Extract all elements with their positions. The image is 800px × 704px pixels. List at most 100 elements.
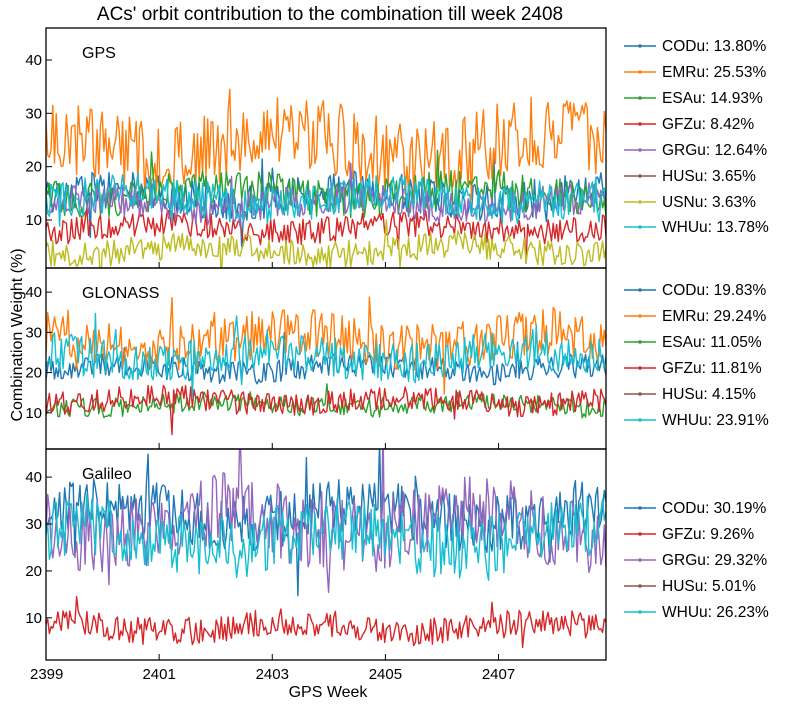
legend-label: WHUu: 13.78% [662,219,769,236]
y-tick-label: 30 [25,516,42,533]
y-tick-label: 10 [25,610,42,627]
legend-label: CODu: 30.19% [662,500,766,517]
legend-label: GFZu: 9.26% [662,526,754,543]
legend-item-grgu: GRGu: 12.64% [624,142,767,159]
legend-marker [638,122,642,126]
legend-item-codu: CODu: 19.83% [624,282,766,299]
legend-marker [638,506,642,510]
legend-item-usnu: USNu: 3.63% [624,194,756,211]
series-line-whuu [46,493,606,581]
panels: 10 20 30 40 GPS CODu: 13.80% EMRu: 25.53% ESAu:… [25,27,769,683]
legend-label: USNu: 3.63% [662,194,756,211]
legend-label: EMRu: 25.53% [662,64,766,81]
panel-label: Galileo [82,466,132,483]
legend-marker [638,70,642,74]
y-tick-label: 10 [25,405,42,422]
legend-label: HUSu: 4.15% [662,386,756,403]
legend: CODu: 13.80% EMRu: 25.53% ESAu: 14.93% GFZu… [624,38,769,236]
y-tick-label: 20 [25,159,42,176]
series-line-whuu [46,312,606,400]
legend-marker [638,200,642,204]
legend-item-gfzu: GFZu: 11.81% [624,360,762,377]
legend-marker [638,610,642,614]
series-line-gfzu [46,596,606,649]
y-tick-label: 20 [25,563,42,580]
legend-item-whuu: WHUu: 26.23% [624,604,769,621]
series-line-esau [46,383,606,419]
legend-marker [638,392,642,396]
x-tick-label: 2403 [256,666,289,683]
legend-marker [638,366,642,370]
legend-marker [638,340,642,344]
y-tick-label: 40 [25,284,42,301]
legend-item-emru: EMRu: 25.53% [624,64,766,81]
legend-item-codu: CODu: 13.80% [624,38,766,55]
series-line-emru [46,88,606,201]
legend-marker [638,532,642,536]
y-tick-label: 30 [25,324,42,341]
legend-label: GFZu: 8.42% [662,116,754,133]
legend-item-husu: HUSu: 3.65% [624,168,756,185]
series-line-usnu [46,219,606,268]
legend-item-emru: EMRu: 29.24% [624,308,766,325]
series-line-gfzu [46,384,606,436]
y-tick-label: 10 [25,212,42,229]
legend-marker [638,174,642,178]
legend-label: CODu: 19.83% [662,282,766,299]
legend-label: ESAu: 11.05% [662,334,762,351]
series-line-emru [46,296,606,395]
x-axis-label: GPS Week [289,684,369,701]
legend-item-gfzu: GFZu: 8.42% [624,116,754,133]
legend-item-grgu: GRGu: 29.32% [624,552,767,569]
series-lines [46,88,606,268]
legend-item-whuu: WHUu: 23.91% [624,412,769,429]
legend-label: HUSu: 5.01% [662,578,756,595]
series-line-codu [46,449,606,597]
legend-marker [638,288,642,292]
legend-marker [638,44,642,48]
legend: CODu: 30.19% GFZu: 9.26% GRGu: 29.32% HUSu:… [624,500,769,621]
panel-label: GLONASS [82,285,159,302]
y-tick-label: 40 [25,469,42,486]
legend-marker [638,584,642,588]
legend-marker [638,225,642,229]
legend-marker [638,314,642,318]
legend-label: GRGu: 12.64% [662,142,767,159]
y-tick-label: 30 [25,105,42,122]
legend-marker [638,96,642,100]
legend-label: WHUu: 26.23% [662,604,769,621]
y-axis-label: Combination Weight (%) [9,248,26,421]
legend-marker [638,418,642,422]
legend-item-codu: CODu: 30.19% [624,500,766,517]
legend-item-husu: HUSu: 5.01% [624,578,756,595]
legend-item-whuu: WHUu: 13.78% [624,219,769,236]
legend-label: HUSu: 3.65% [662,168,756,185]
plot-frame [45,448,607,661]
legend-item-esau: ESAu: 11.05% [624,334,762,351]
x-tick-label: 2405 [369,666,402,683]
legend-label: GRGu: 29.32% [662,552,767,569]
chart-title: ACs' orbit contribution to the combinati… [97,4,563,25]
legend-item-gfzu: GFZu: 9.26% [624,526,754,543]
x-tick-label: 2399 [30,666,63,683]
legend: CODu: 19.83% EMRu: 29.24% ESAu: 11.05% GFZu… [624,282,769,429]
panel-glonass: 10 20 30 40 GLONASS CODu: 19.83% EMRu: 29.24% E… [25,267,769,450]
panel-label: GPS [82,45,116,62]
legend-label: EMRu: 29.24% [662,308,766,325]
x-tick-label: 2401 [142,666,175,683]
panel-gps: 10 20 30 40 GPS CODu: 13.80% EMRu: 25.53% ESAu:… [25,27,769,269]
legend-label: CODu: 13.80% [662,38,766,55]
y-tick-label: 40 [25,52,42,69]
series-line-grgu [46,449,606,593]
series-lines [46,296,606,436]
y-tick-label: 20 [25,365,42,382]
x-tick-label: 2407 [482,666,515,683]
legend-label: GFZu: 11.81% [662,360,762,377]
panel-galileo: 10 20 30 40 2399 2401 2403 2405 2407 Galileo CODu:… [25,448,769,683]
legend-item-husu: HUSu: 4.15% [624,386,756,403]
legend-marker [638,148,642,152]
legend-marker [638,558,642,562]
legend-item-esau: ESAu: 14.93% [624,90,763,107]
legend-label: WHUu: 23.91% [662,412,769,429]
